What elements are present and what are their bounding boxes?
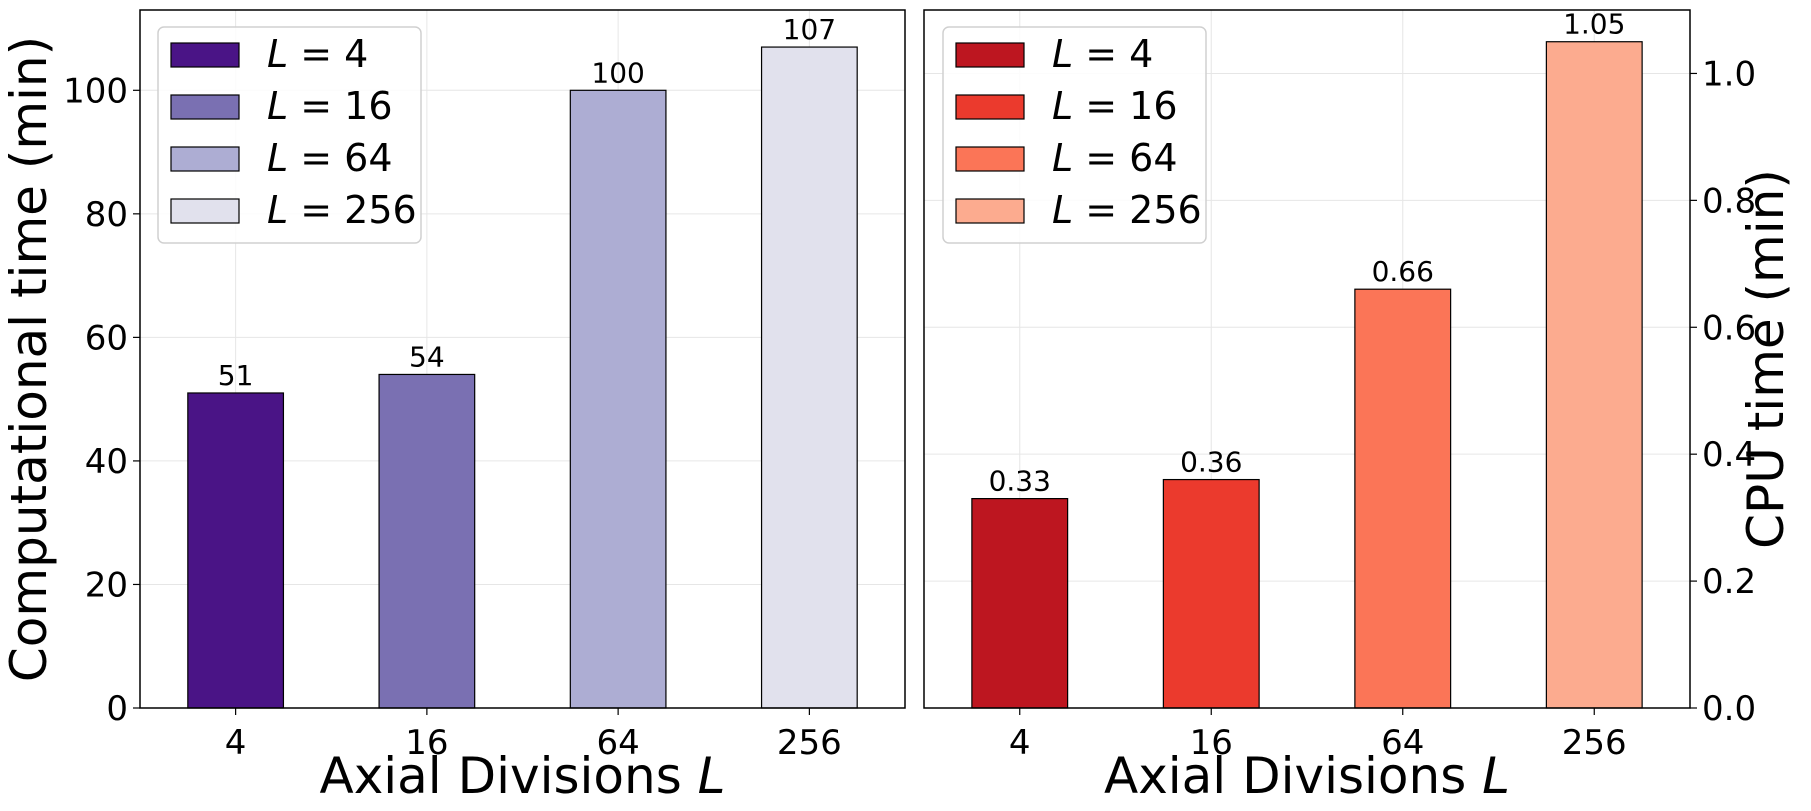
x-axis-label: Axial Divisions L xyxy=(319,747,725,805)
bar-value-label: 0.33 xyxy=(989,465,1051,498)
legend-swatch xyxy=(955,42,1025,68)
y-axis-label: Computational time (min) xyxy=(0,36,58,682)
bar-256 xyxy=(760,46,858,709)
bar-value-label: 0.66 xyxy=(1372,255,1434,288)
bar-4 xyxy=(187,392,285,709)
bar-16 xyxy=(1162,478,1260,709)
legend-swatch xyxy=(955,198,1025,224)
y-tick-label: 0.0 xyxy=(1702,689,1756,729)
x-tick-label: 256 xyxy=(1562,723,1627,763)
legend-label: L = 64 xyxy=(1052,136,1178,180)
y-axis-label: CPU time (min) xyxy=(1737,169,1795,549)
legend-label: L = 256 xyxy=(267,188,417,232)
bar-value-label: 0.36 xyxy=(1180,446,1242,479)
bar-value-label: 51 xyxy=(218,359,254,392)
legend-swatch xyxy=(955,94,1025,120)
y-tick-label: 0.4 xyxy=(1702,435,1756,475)
left-panel-computational-time: 51 54 100 107 4 16 64 256 0 20 40 60 80 100 Axial Divi… xyxy=(0,9,906,805)
bar-value-label: 1.05 xyxy=(1563,8,1625,41)
legend: L = 4 L = 16 L = 64 L = 256 xyxy=(157,26,422,244)
legend-label: L = 4 xyxy=(1052,32,1153,76)
bar-value-label: 100 xyxy=(591,56,644,89)
y-tick-label: 100 xyxy=(63,71,128,111)
x-tick-label: 16 xyxy=(405,723,448,763)
y-tick-label: 40 xyxy=(85,442,128,482)
bar-value-label: 54 xyxy=(409,340,445,373)
x-tick-label: 16 xyxy=(1190,723,1233,763)
legend-label: L = 256 xyxy=(1052,188,1202,232)
legend: L = 4 L = 16 L = 64 L = 256 xyxy=(942,26,1207,244)
legend-label: L = 4 xyxy=(267,32,368,76)
legend-swatch xyxy=(955,146,1025,172)
y-tick-label: 0.6 xyxy=(1702,308,1756,348)
x-tick-label: 64 xyxy=(596,723,639,763)
legend-box xyxy=(157,26,422,244)
y-tick-label: 60 xyxy=(85,318,128,358)
plot-frame xyxy=(923,9,1691,709)
bar-value-label: 107 xyxy=(783,13,836,46)
x-tick-label: 4 xyxy=(1009,723,1031,763)
x-tick-label: 4 xyxy=(225,723,247,763)
legend-swatch xyxy=(170,146,240,172)
legend-label: L = 64 xyxy=(267,136,393,180)
y-tick-label: 20 xyxy=(85,565,128,605)
y-tick-label: 1.0 xyxy=(1702,54,1756,94)
legend-box xyxy=(942,26,1207,244)
bar-64 xyxy=(569,89,667,709)
bar-256 xyxy=(1545,41,1643,709)
x-axis-label: Axial Divisions L xyxy=(1104,747,1510,805)
plot-frame xyxy=(139,9,906,709)
legend-label: L = 16 xyxy=(267,84,393,128)
bar-4 xyxy=(971,498,1069,709)
legend-swatch xyxy=(170,42,240,68)
legend-swatch xyxy=(170,94,240,120)
bar-64 xyxy=(1354,288,1452,709)
bar-16 xyxy=(378,373,476,709)
y-tick-label: 0.8 xyxy=(1702,181,1756,221)
y-tick-label: 0 xyxy=(106,689,128,729)
y-tick-label: 80 xyxy=(85,195,128,235)
x-tick-label: 256 xyxy=(777,723,842,763)
y-tick-label: 0.2 xyxy=(1702,562,1756,602)
legend-swatch xyxy=(170,198,240,224)
x-tick-label: 64 xyxy=(1381,723,1424,763)
right-panel-cpu-time: 0.33 0.36 0.66 1.05 4 16 64 256 0.0 0.2 0.4 0.6 0.8 1… xyxy=(923,8,1795,805)
legend-label: L = 16 xyxy=(1052,84,1178,128)
